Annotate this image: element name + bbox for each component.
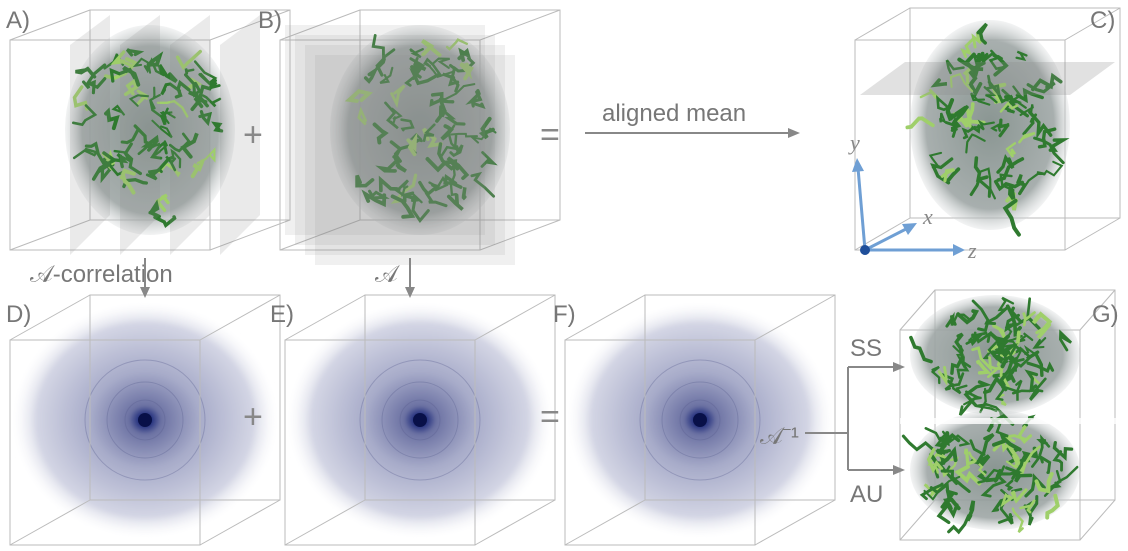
arrow-label: 𝒜⁻¹ [760,423,799,450]
arrow-label: 𝒜 [375,261,400,288]
slice [120,15,160,255]
branch-label: AU [850,481,883,508]
peak [693,413,707,427]
panel-label: G) [1092,301,1119,328]
equals: = [540,116,560,154]
panel-label: E) [270,301,294,328]
volume [903,410,1080,532]
panel-label: A) [6,7,30,34]
axis-label: x [922,204,933,229]
slice [860,62,1115,95]
figure: A) B) C) D) E) F) G) + = + = aligned mea… [0,0,1128,551]
arrow-label: 𝒜-correlation [30,261,173,288]
panel-label: F) [553,301,576,328]
peak [138,413,152,427]
slice [315,55,515,265]
box-edge [1065,218,1120,250]
slice [170,15,210,255]
plus: + [243,116,263,154]
arrowhead [788,128,800,138]
arrowhead [405,287,415,298]
vessel [976,333,989,342]
plus: + [243,398,263,436]
peak [413,413,427,427]
arrow-label: aligned mean [602,100,746,127]
panel-label: B) [258,7,282,34]
box-edge [855,8,910,40]
arrowhead [140,287,150,298]
panel-label: C) [1090,7,1115,34]
panel-label: D) [6,301,31,328]
arrowhead [893,362,905,372]
branch-label: SS [850,335,882,362]
volume [907,20,1070,235]
equals: = [540,398,560,436]
gap [900,418,1120,424]
axis-label: y [848,130,860,155]
drawing [10,8,1120,545]
axis-label: z [967,238,977,263]
slice [70,15,110,255]
box-edge [1080,500,1115,540]
arrowhead [893,465,905,475]
